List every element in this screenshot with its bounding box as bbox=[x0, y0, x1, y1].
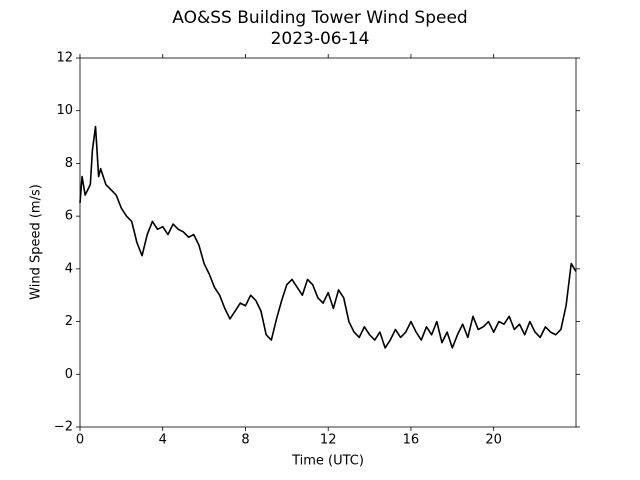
chart-title: AO&SS Building Tower Wind Speed bbox=[172, 8, 467, 28]
y-tick-label: 6 bbox=[65, 209, 73, 224]
x-tick-label: 0 bbox=[76, 433, 84, 448]
y-tick-label: 12 bbox=[56, 51, 73, 66]
y-tick-label: 8 bbox=[65, 156, 73, 171]
x-tick-label: 20 bbox=[485, 433, 502, 448]
y-tick-label: −2 bbox=[54, 420, 73, 435]
y-tick-label: 10 bbox=[56, 103, 73, 118]
x-tick-label: 8 bbox=[241, 433, 249, 448]
x-tick-label: 16 bbox=[403, 433, 420, 448]
y-axis-label: Wind Speed (m/s) bbox=[29, 184, 44, 300]
y-tick-label: 4 bbox=[65, 261, 73, 276]
y-tick-label: 2 bbox=[65, 314, 73, 329]
x-axis-label: Time (UTC) bbox=[291, 454, 364, 469]
y-tick-label: 0 bbox=[65, 367, 73, 382]
x-tick-label: 12 bbox=[320, 433, 337, 448]
x-tick-label: 4 bbox=[159, 433, 167, 448]
plot-frame bbox=[79, 57, 577, 428]
line-series bbox=[79, 125, 577, 349]
chart-subtitle: 2023-06-14 bbox=[271, 29, 370, 49]
